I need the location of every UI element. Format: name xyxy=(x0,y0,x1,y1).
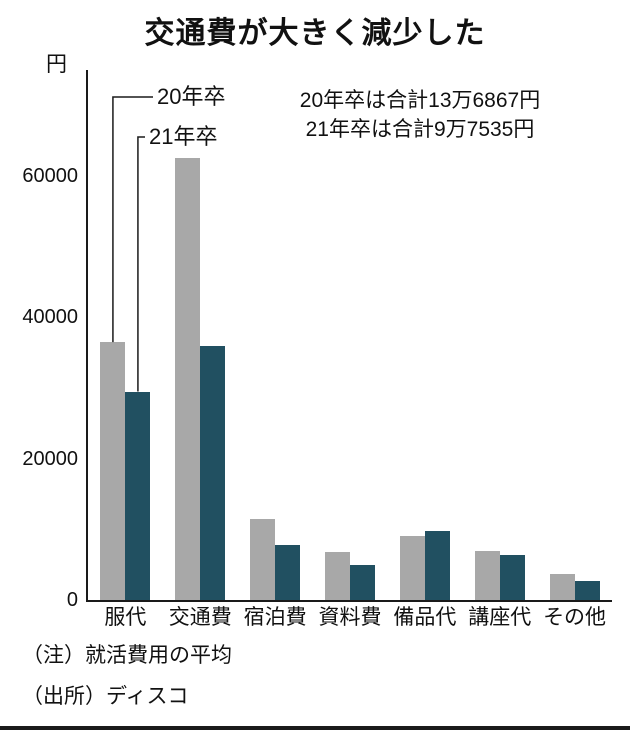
x-axis-line xyxy=(86,600,612,602)
source-text: （出所）ディスコ xyxy=(22,685,189,708)
bar xyxy=(100,342,126,600)
y-axis-unit-label: 円 xyxy=(46,53,67,76)
bar xyxy=(175,158,201,600)
bar xyxy=(549,573,575,600)
callout-line xyxy=(112,96,153,343)
y-axis-line xyxy=(86,70,88,602)
bar xyxy=(250,518,276,600)
bar xyxy=(350,564,375,600)
y-tick-label: 40000 xyxy=(22,306,78,329)
footnotes: （注）就活費用の平均 （出所）ディスコ xyxy=(22,644,232,726)
bar xyxy=(574,580,600,600)
category-label: 資料費 xyxy=(318,606,382,629)
totals-annotation: 20年卒は合計13万6867円 21年卒は合計9万7535円 xyxy=(245,86,595,144)
category-label: 宿泊費 xyxy=(243,606,307,629)
category-label: 備品代 xyxy=(393,606,457,629)
category-label: 講座代 xyxy=(468,606,532,629)
bar xyxy=(499,555,525,600)
category-label: 服代 xyxy=(104,606,147,629)
bar xyxy=(474,550,500,600)
bottom-divider xyxy=(0,726,630,730)
totals-line-2021: 21年卒は合計9万7535円 xyxy=(305,118,535,141)
chart-title: 交通費が大きく減少した xyxy=(144,17,486,50)
note-text: （注）就活費用の平均 xyxy=(22,644,232,667)
bar xyxy=(399,536,425,600)
series-legend-label: 20年卒 xyxy=(157,84,226,109)
y-tick-label: 60000 xyxy=(22,165,78,187)
y-tick-label: 0 xyxy=(66,589,78,611)
category-label: その他 xyxy=(543,606,607,629)
y-tick-label: 20000 xyxy=(22,447,78,470)
callout-line xyxy=(137,136,145,392)
category-label: 交通費 xyxy=(168,606,232,629)
bar xyxy=(200,345,226,600)
bar xyxy=(275,544,301,600)
series-legend-label: 21年卒 xyxy=(149,124,218,149)
totals-line-2020: 20年卒は合計13万6867円 xyxy=(299,89,541,112)
bar xyxy=(424,530,450,600)
bar xyxy=(125,391,151,600)
bar xyxy=(325,551,350,600)
